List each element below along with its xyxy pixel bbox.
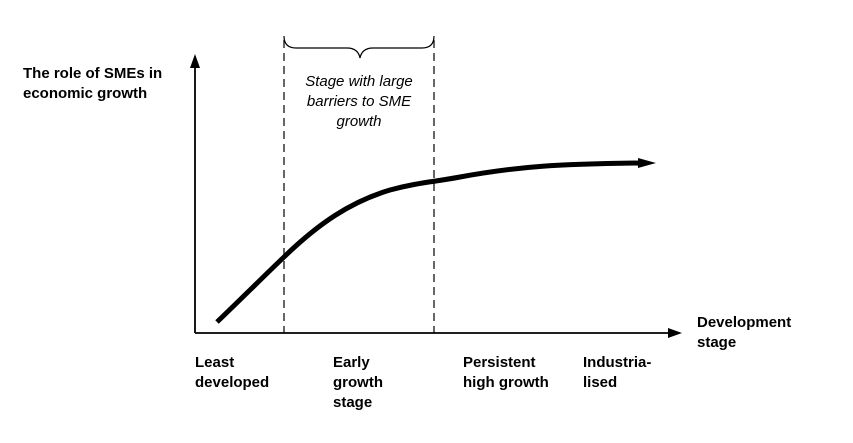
barrier-stage-brace bbox=[283, 35, 435, 59]
stage-label-persistent-high-growth: Persistent high growth bbox=[463, 354, 549, 391]
barrier-stage-note: Stage with large barriers to SME growth bbox=[305, 73, 413, 130]
y-axis-arrowhead bbox=[190, 54, 200, 68]
sme-role-curve-arrowhead bbox=[638, 158, 656, 168]
sme-role-curve bbox=[215, 160, 641, 324]
x-axis-arrowhead bbox=[668, 328, 682, 338]
stage-label-early-growth: Early growth stage bbox=[333, 354, 383, 411]
y-axis-label: The role of SMEs in economic growth bbox=[23, 65, 163, 102]
x-axis-label: Development stage bbox=[697, 314, 792, 351]
stage-label-least-developed: Least developed bbox=[195, 354, 270, 391]
stage-label-industrialised: Industria- lised bbox=[583, 354, 652, 391]
